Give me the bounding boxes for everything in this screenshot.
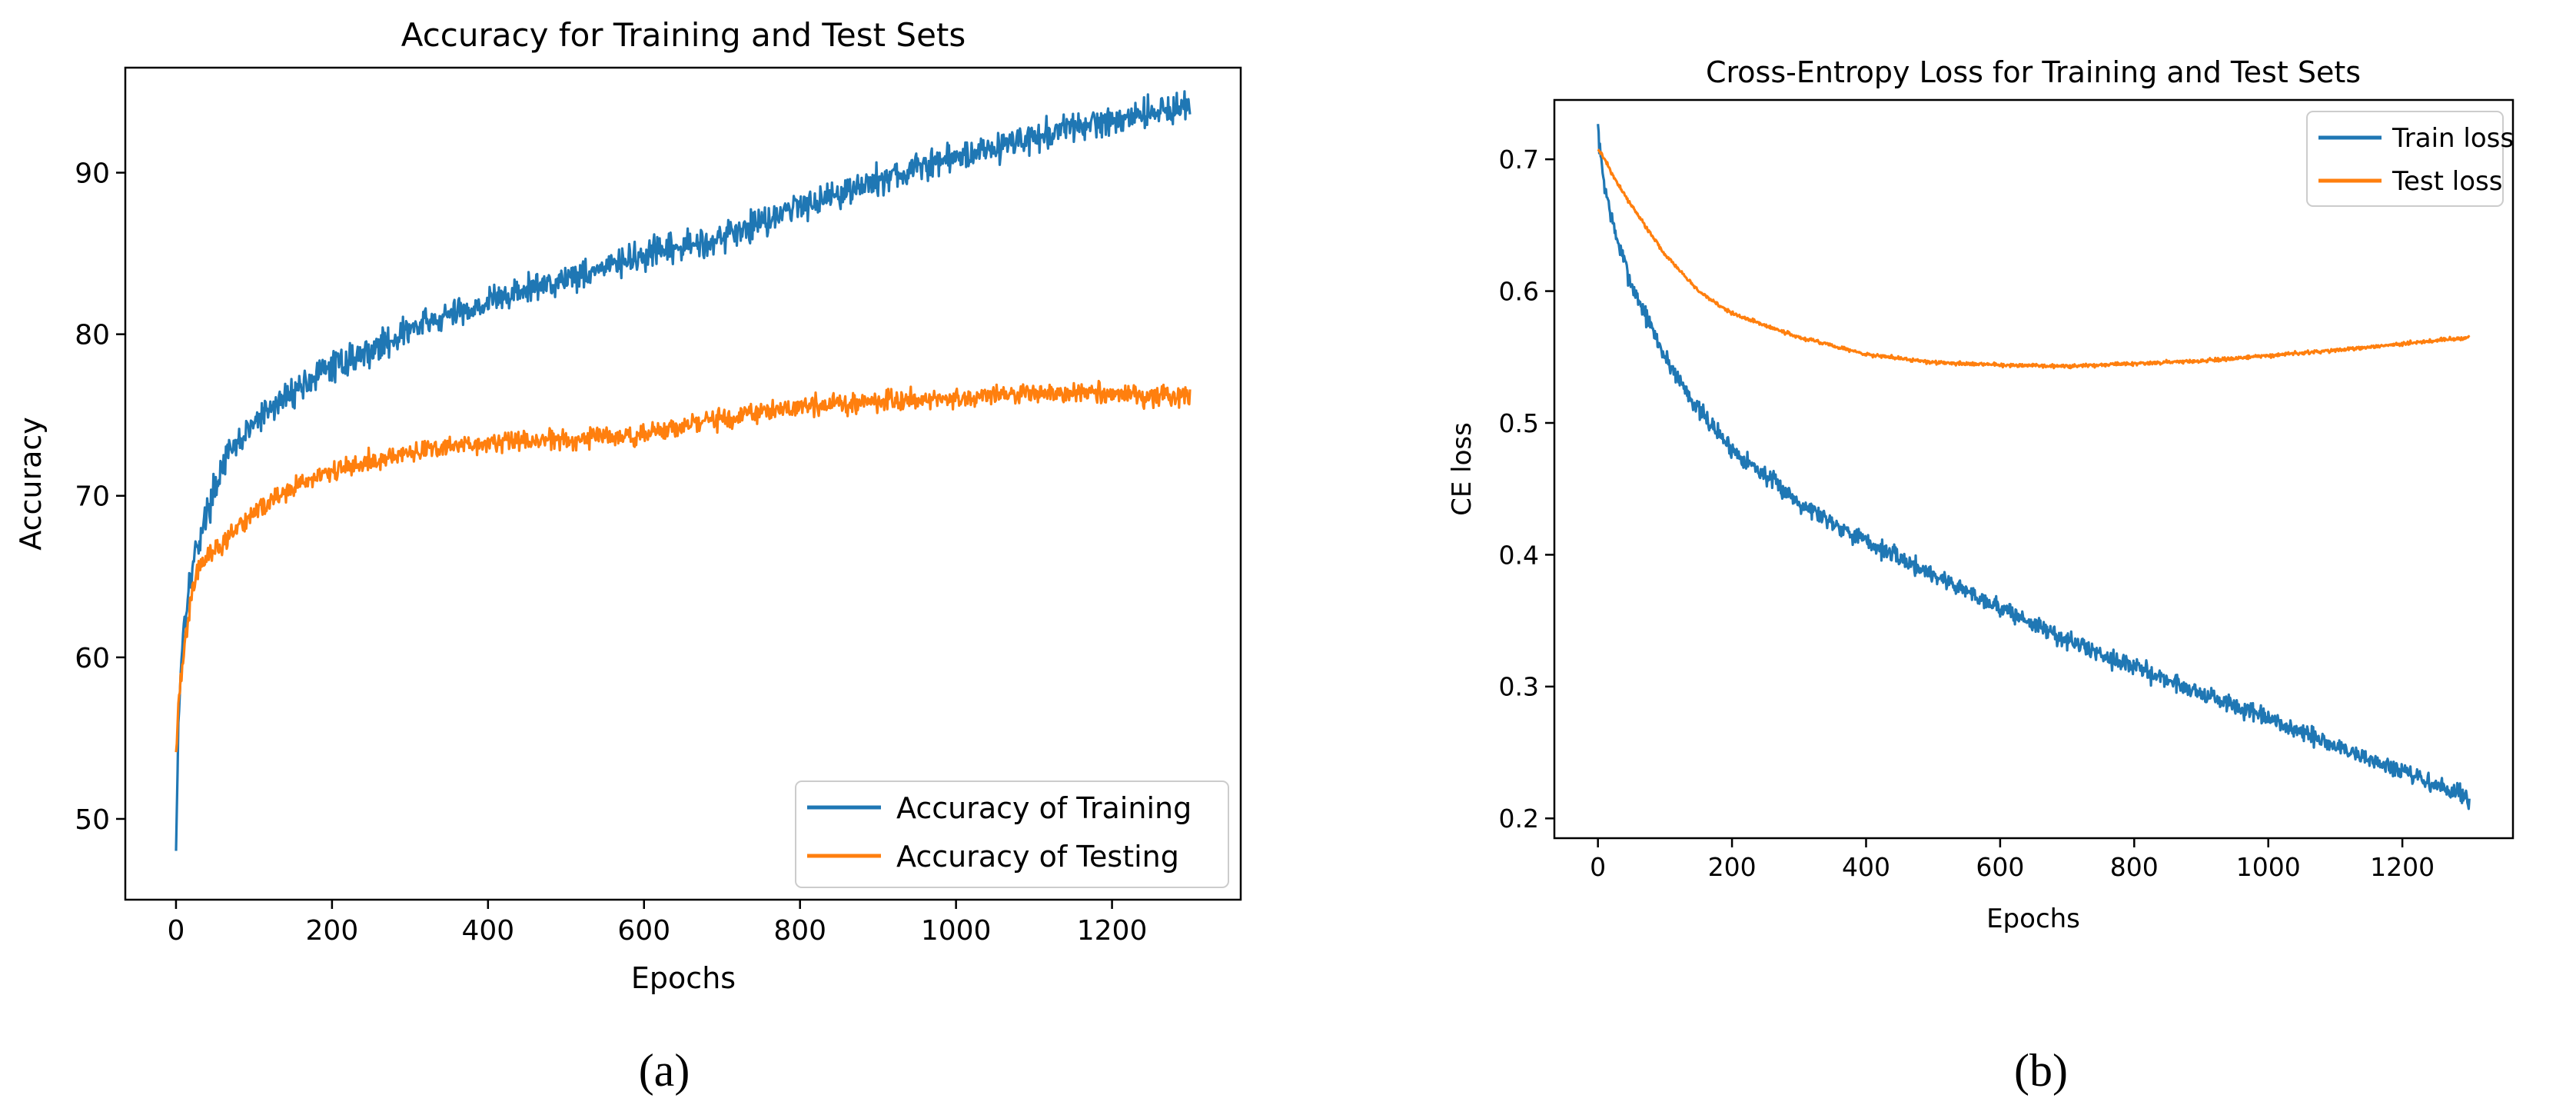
accuracy-y-tick-label: 80 (75, 320, 110, 351)
loss-y-tick-label: 0.4 (1499, 540, 1539, 570)
loss-lines (1597, 124, 2471, 810)
accuracy-legend-box (795, 780, 1229, 888)
loss-x-tick-label: 1000 (2236, 852, 2301, 882)
accuracy-y-ticks: 50 60 70 80 90 (75, 158, 125, 836)
accuracy-legend: Accuracy of Training Accuracy of Testing (795, 780, 1229, 888)
panel-label-b: (b) (2014, 1045, 2068, 1096)
accuracy-x-tick-label: 800 (773, 915, 826, 947)
loss-x-tick-label: 0 (1590, 852, 1606, 882)
loss-x-tick-label: 600 (1976, 852, 2024, 882)
accuracy-y-tick-label: 70 (75, 481, 110, 513)
loss-chart: Cross-Entropy Loss for Training and Test… (1447, 55, 2515, 934)
accuracy-x-axis-label: Epochs (631, 961, 736, 995)
loss-chart-title: Cross-Entropy Loss for Training and Test… (1706, 55, 2361, 89)
accuracy-series-line-1 (175, 379, 1192, 753)
loss-y-ticks: 0.2 0.3 0.4 0.5 0.6 0.7 (1499, 145, 1554, 834)
loss-x-ticks: 0 200 400 600 800 1000 1200 (1590, 838, 2435, 882)
loss-x-tick-label: 400 (1842, 852, 1890, 882)
accuracy-legend-label-training: Accuracy of Training (896, 791, 1192, 825)
loss-y-tick-label: 0.6 (1499, 276, 1539, 306)
loss-series-line-0 (1597, 124, 2471, 810)
loss-x-tick-label: 800 (2110, 852, 2159, 882)
loss-x-tick-label: 1200 (2370, 852, 2435, 882)
loss-y-tick-label: 0.7 (1499, 145, 1539, 175)
accuracy-chart: Accuracy for Training and Test Sets 0 200… (14, 16, 1242, 995)
loss-x-tick-label: 200 (1708, 852, 1757, 882)
loss-legend-label-test: Test loss (2392, 166, 2502, 197)
accuracy-series-line-0 (175, 90, 1192, 851)
accuracy-x-ticks: 0 200 400 600 800 1000 1200 (168, 900, 1148, 947)
accuracy-legend-label-testing: Accuracy of Testing (896, 840, 1179, 874)
loss-x-axis-label: Epochs (1986, 904, 2080, 934)
panel-label-a: (a) (639, 1045, 690, 1096)
accuracy-y-tick-label: 90 (75, 158, 110, 190)
loss-plot-frame (1553, 98, 2515, 840)
accuracy-y-tick-label: 50 (75, 804, 110, 836)
accuracy-x-tick-label: 600 (617, 915, 670, 947)
accuracy-x-tick-label: 400 (461, 915, 514, 947)
accuracy-y-tick-label: 60 (75, 643, 110, 674)
accuracy-chart-title: Accuracy for Training and Test Sets (401, 16, 966, 54)
accuracy-x-tick-label: 1200 (1077, 915, 1148, 947)
accuracy-plot-frame (124, 66, 1242, 901)
loss-series-line-1 (1597, 148, 2471, 370)
accuracy-x-tick-label: 0 (168, 915, 185, 947)
loss-y-tick-label: 0.5 (1499, 408, 1539, 438)
loss-legend: Train loss Test loss (2306, 111, 2514, 207)
accuracy-y-axis-label: Accuracy (14, 417, 48, 551)
accuracy-x-tick-label: 1000 (921, 915, 992, 947)
loss-y-axis-label: CE loss (1447, 422, 1477, 516)
accuracy-lines (175, 90, 1192, 851)
loss-legend-label-train: Train loss (2392, 123, 2514, 154)
loss-y-tick-label: 0.2 (1499, 804, 1539, 834)
accuracy-x-tick-label: 200 (306, 915, 359, 947)
loss-y-tick-label: 0.3 (1499, 672, 1539, 702)
